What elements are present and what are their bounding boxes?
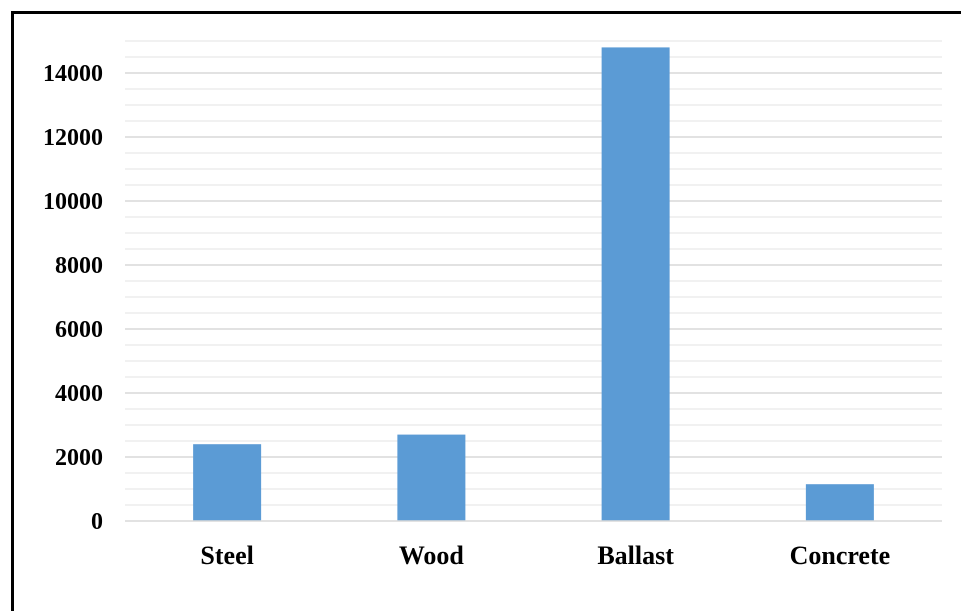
y-tick-label: 0 (91, 509, 103, 535)
bar-chart: 0 2000 4000 6000 8000 10000 12000 14000 Steel Wo… (43, 40, 942, 570)
y-tick-label: 2000 (55, 445, 103, 471)
bars (193, 47, 874, 522)
x-tick-labels: Steel Wood Ballast Concrete (200, 541, 890, 570)
x-tick-label: Wood (399, 541, 465, 570)
bar-steel (193, 444, 262, 521)
y-tick-labels: 0 2000 4000 6000 8000 10000 12000 14000 (43, 61, 103, 535)
x-tick-label: Concrete (790, 541, 891, 570)
bar-wood (397, 434, 466, 521)
y-tick-label: 4000 (55, 381, 103, 407)
y-tick-label: 12000 (43, 125, 103, 151)
gridlines (125, 40, 942, 506)
y-tick-label: 14000 (43, 61, 103, 87)
y-tick-label: 8000 (55, 253, 103, 279)
x-tick-label: Steel (200, 541, 253, 570)
bar-concrete (805, 484, 874, 521)
bar-ballast (601, 47, 670, 522)
y-tick-label: 6000 (55, 317, 103, 343)
chart-frame (11, 11, 961, 611)
y-tick-label: 10000 (43, 189, 103, 215)
x-tick-label: Ballast (597, 541, 674, 570)
